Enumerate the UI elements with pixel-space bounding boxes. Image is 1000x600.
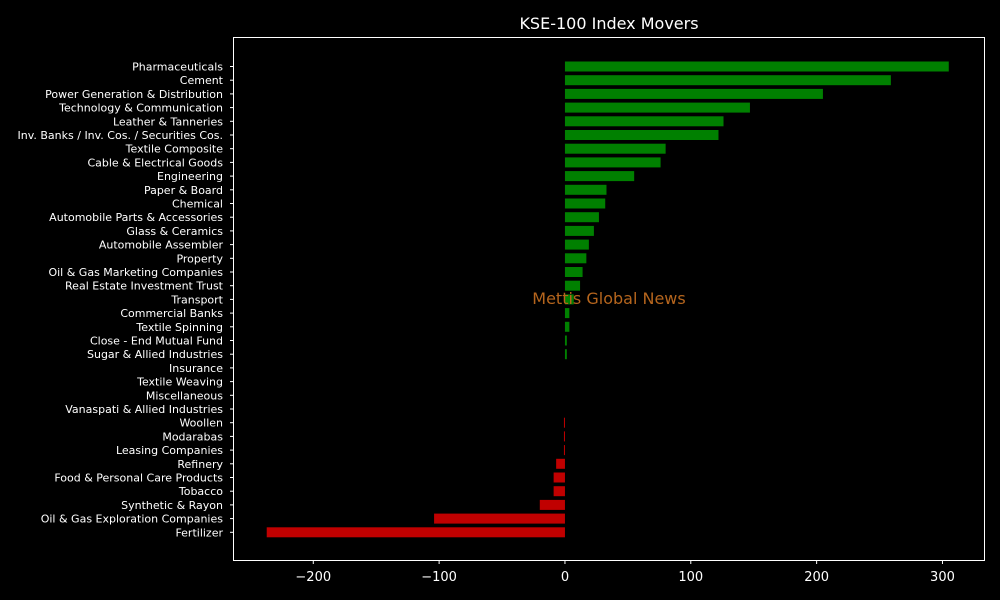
category-label: Oil & Gas Exploration Companies [41, 513, 224, 526]
category-label: Chemical [172, 198, 223, 211]
bar [564, 184, 607, 195]
bar [564, 102, 750, 113]
x-axis-ticks: −200 −100 0 100 200 300 [295, 560, 955, 585]
bar [564, 335, 567, 346]
bar [564, 88, 823, 99]
bar [564, 75, 891, 86]
plot-frame [233, 37, 985, 561]
category-label: Vanaspati & Allied Industries [65, 403, 223, 416]
bar [564, 212, 599, 223]
bars-layer [266, 61, 949, 538]
category-label: Property [176, 252, 223, 265]
category-label: Textile Composite [125, 143, 224, 156]
bar [539, 499, 565, 510]
category-label: Glass & Ceramics [126, 225, 223, 238]
category-label: Refinery [177, 458, 223, 471]
category-label: Miscellaneous [146, 389, 223, 402]
bar [564, 130, 719, 140]
category-label: Automobile Assembler [99, 239, 224, 252]
category-label: Synthetic & Rayon [121, 499, 223, 512]
bar [564, 157, 661, 168]
bar [564, 308, 570, 319]
category-label: Fertilizer [175, 526, 223, 539]
category-label: Real Estate Investment Trust [65, 280, 224, 293]
bar [564, 143, 666, 154]
bar [564, 171, 635, 182]
category-label: Transport [170, 293, 223, 306]
bar [564, 61, 949, 72]
bar [564, 321, 570, 332]
bar [564, 116, 724, 127]
category-label: Paper & Board [144, 184, 223, 197]
category-label: Cable & Electrical Goods [87, 156, 223, 169]
category-label: Food & Personal Care Products [54, 472, 223, 485]
bar [564, 349, 567, 360]
category-label: Inv. Banks / Inv. Cos. / Securities Cos. [18, 129, 223, 142]
bar [564, 267, 583, 277]
x-tick-label: 100 [678, 570, 703, 585]
chart-title: KSE-100 Index Movers [519, 14, 698, 33]
category-label: Insurance [169, 362, 223, 375]
category-label: Automobile Parts & Accessories [49, 211, 223, 224]
bar [564, 280, 581, 291]
category-label: Leather & Tanneries [113, 115, 223, 128]
x-tick-label: 300 [930, 570, 955, 585]
watermark: Mettis Global News [532, 289, 685, 308]
bar [564, 239, 589, 250]
x-tick-label: 200 [804, 570, 829, 585]
category-label: Technology & Communication [58, 102, 223, 115]
bar [553, 472, 565, 483]
x-tick-label: −100 [421, 570, 457, 585]
category-label: Textile Weaving [136, 376, 223, 389]
category-label: Leasing Companies [116, 444, 223, 457]
bar [563, 417, 565, 428]
bar [564, 225, 594, 236]
category-label: Modarabas [162, 430, 223, 443]
category-label: Tobacco [178, 485, 223, 498]
category-label: Woollen [179, 417, 223, 430]
category-label: Cement [180, 74, 224, 87]
x-tick-label: 0 [561, 570, 569, 585]
category-label: Commercial Banks [120, 307, 223, 320]
bar [563, 445, 565, 456]
x-tick-label: −200 [295, 570, 331, 585]
bar [564, 253, 587, 264]
category-label: Engineering [157, 170, 223, 183]
category-label: Textile Spinning [135, 321, 223, 334]
category-label: Power Generation & Distribution [45, 88, 223, 101]
bar [564, 198, 606, 209]
bar [434, 513, 565, 524]
bar [266, 527, 565, 538]
bar [553, 486, 565, 497]
category-label: Pharmaceuticals [132, 61, 223, 74]
category-label: Close - End Mutual Fund [90, 335, 223, 348]
bar [556, 458, 565, 469]
bar [564, 294, 574, 305]
category-label: Oil & Gas Marketing Companies [48, 266, 223, 279]
bar [563, 431, 565, 442]
category-label: Sugar & Allied Industries [87, 348, 223, 361]
